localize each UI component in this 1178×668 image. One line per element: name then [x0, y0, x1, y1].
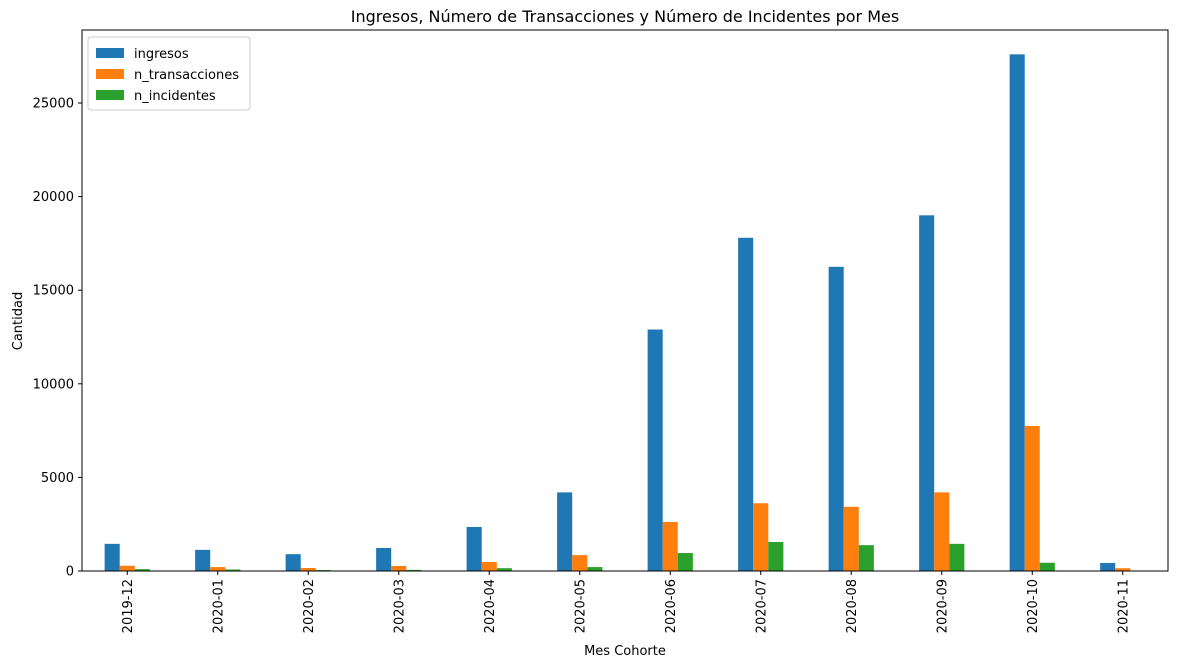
bar-ingresos-2020-06 — [647, 329, 663, 571]
legend: ingresos n_transacciones n_incidentes — [87, 36, 251, 111]
y-tick-label: 25000 — [33, 97, 74, 112]
x-tick-label: 2020-11 — [1116, 579, 1131, 633]
bar-n_incidentes-2019-12 — [134, 569, 150, 571]
bar-n_transacciones-2020-11 — [1115, 568, 1131, 571]
x-tick-label: 2020-07 — [754, 579, 769, 633]
bar-n_incidentes-2020-07 — [768, 541, 784, 571]
y-tick-label: 0 — [66, 565, 74, 580]
bar-n_incidentes-2020-01 — [225, 569, 241, 571]
bar-n_transacciones-2020-05 — [572, 555, 588, 571]
x-tick-label: 2020-05 — [573, 579, 588, 633]
x-tick-label: 2020-10 — [1026, 579, 1041, 633]
legend-swatch-ingresos — [96, 48, 124, 58]
y-tick-label: 5000 — [41, 471, 74, 486]
bar-ingresos-2019-12 — [104, 543, 120, 571]
x-tick-label: 2019-12 — [121, 579, 136, 633]
bar-n_incidentes-2020-04 — [496, 568, 512, 571]
x-tick-label: 2020-02 — [302, 579, 317, 633]
bar-ingresos-2020-09 — [919, 215, 935, 571]
legend-box — [87, 36, 251, 111]
bar-n_transacciones-2020-01 — [210, 567, 226, 571]
bar-n_incidentes-2020-08 — [858, 545, 874, 571]
bar-n_transacciones-2020-07 — [753, 503, 769, 571]
bar-n_transacciones-2020-03 — [391, 565, 407, 571]
bar-ingresos-2020-07 — [738, 237, 754, 571]
bar-ingresos-2020-03 — [376, 547, 392, 571]
legend-label-n_transacciones: n_transacciones — [134, 68, 239, 83]
bar-ingresos-2020-02 — [285, 554, 301, 571]
bar-n_incidentes-2020-03 — [406, 569, 422, 571]
y-tick-label: 15000 — [33, 284, 74, 299]
bar-ingresos-2020-11 — [1100, 562, 1116, 571]
bars-group — [104, 54, 1146, 572]
y-axis: 0 5000 10000 15000 20000 25000 — [33, 97, 82, 580]
x-tick-label: 2020-03 — [392, 579, 407, 633]
y-axis-title: Cantidad — [11, 292, 26, 350]
y-tick-label: 20000 — [33, 190, 74, 205]
bar-ingresos-2020-10 — [1009, 54, 1025, 572]
bar-n_transacciones-2020-08 — [843, 506, 859, 571]
bar-n_transacciones-2020-09 — [934, 492, 950, 571]
bar-n_incidentes-2020-10 — [1039, 562, 1055, 571]
x-tick-label: 2020-08 — [845, 579, 860, 633]
x-tick-label: 2020-04 — [483, 579, 498, 633]
bar-n_incidentes-2020-05 — [587, 567, 603, 571]
bar-n_incidentes-2020-06 — [677, 553, 693, 571]
bar-n_transacciones-2020-04 — [481, 562, 497, 571]
bar-ingresos-2020-04 — [466, 527, 482, 571]
x-tick-label: 2020-06 — [664, 579, 679, 633]
legend-swatch-n_incidentes — [96, 90, 124, 100]
bar-n_transacciones-2019-12 — [119, 565, 135, 571]
bar-n_incidentes-2020-09 — [949, 543, 965, 571]
legend-label-ingresos: ingresos — [134, 47, 189, 62]
x-tick-label: 2020-01 — [211, 579, 226, 633]
bar-ingresos-2020-01 — [195, 549, 211, 571]
x-axis-title: Mes Cohorte — [584, 644, 666, 659]
bar-ingresos-2020-08 — [828, 266, 844, 571]
x-tick-label: 2020-09 — [935, 579, 950, 633]
x-axis: 2019-12 2020-01 2020-02 2020-03 2020-04 2020-… — [121, 571, 1131, 633]
chart-title: Ingresos, Número de Transacciones y Núme… — [351, 7, 899, 26]
bar-ingresos-2020-05 — [557, 492, 573, 571]
bar-n_transacciones-2020-02 — [300, 568, 316, 571]
bar-n_transacciones-2020-06 — [662, 521, 678, 571]
y-tick-label: 10000 — [33, 377, 74, 392]
bar-n_transacciones-2020-10 — [1024, 425, 1040, 571]
plot-frame — [81, 29, 1169, 572]
legend-label-n_incidentes: n_incidentes — [134, 89, 216, 104]
legend-swatch-n_transacciones — [96, 69, 124, 79]
